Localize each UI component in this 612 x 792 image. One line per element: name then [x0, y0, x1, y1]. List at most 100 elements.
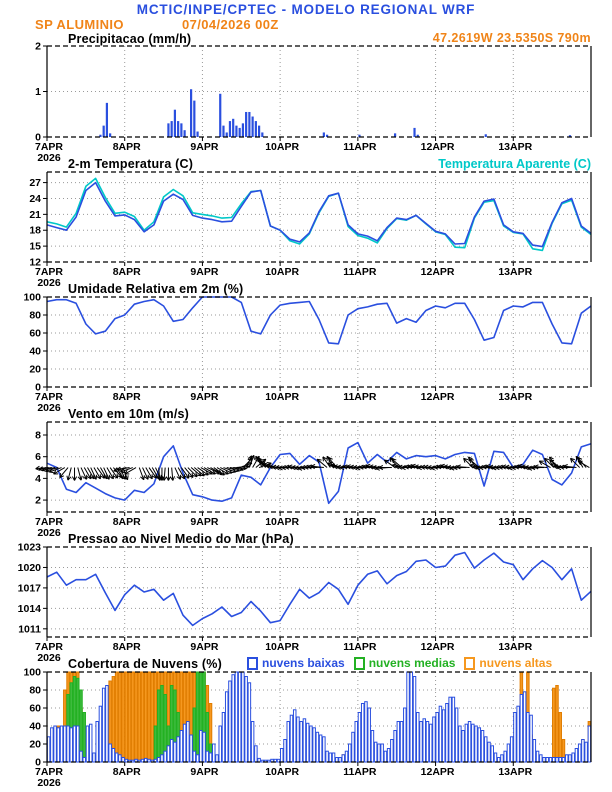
wind-arrow [577, 460, 590, 468]
station-name: SP ALUMINIO [35, 17, 124, 32]
series-line [46, 296, 592, 345]
wind-arrow-head [391, 463, 397, 466]
wind-arrow-head [401, 464, 406, 468]
wind-arrow-head [394, 465, 400, 470]
series-line [46, 181, 592, 248]
wind-arrow [38, 467, 52, 470]
wind-arrow-head [262, 462, 268, 465]
cloud-bar [571, 752, 575, 763]
wind-arrow-head [436, 464, 442, 467]
cloud-bar [539, 754, 543, 763]
wind-arrow-head [349, 466, 354, 470]
wind-arrow-head [362, 464, 368, 467]
cloud-bar [513, 712, 517, 763]
cloud-bar [127, 671, 132, 763]
y-tick-label: 20 [29, 364, 41, 376]
panel-title-temperature: 2-m Temperatura (C) [68, 157, 194, 171]
wind-arrow-head [550, 462, 556, 465]
cloud-bar [412, 676, 417, 763]
precip-bar [393, 133, 397, 137]
cloud-bar [493, 752, 498, 763]
cloud-bar [224, 691, 229, 763]
cloud-bar [564, 754, 569, 763]
wind-arrow-head [294, 467, 299, 471]
wind-arrow-head [553, 465, 558, 470]
wind-arrow-head [527, 467, 533, 471]
cloud-bar [286, 721, 290, 763]
wind-arrow-head [121, 476, 126, 480]
cloud-bar [82, 757, 86, 763]
cloud-bar [432, 716, 436, 763]
wind-arrow-head [411, 465, 416, 469]
cloud-bar [490, 745, 494, 763]
x-tick-label: 13APR [498, 516, 532, 528]
wind-arrow-head [352, 467, 358, 471]
wind-arrow-head [116, 473, 119, 479]
wind-arrow-head [517, 465, 523, 469]
wind-arrow-head [119, 475, 124, 480]
wind-arrow-head [241, 468, 247, 471]
wind-arrow-head [427, 467, 432, 471]
wind-arrow-head [372, 467, 377, 471]
wind-arrow-head [375, 467, 380, 471]
cloud-legend: nuvens baixas nuvens medias nuvens altas [247, 656, 552, 670]
cloud-bar [496, 757, 501, 763]
precip-bar [261, 132, 264, 137]
wind-arrow [207, 467, 220, 474]
precip-bar [232, 118, 235, 137]
wind-arrow-head [144, 476, 149, 480]
x-tick-label: 9APR [190, 641, 218, 653]
cloud-bar [118, 754, 122, 763]
x-tick-label: 13APR [498, 266, 532, 278]
wind-arrow-head [549, 459, 553, 465]
precip-bar [173, 109, 177, 137]
wind-arrow-head [105, 476, 110, 480]
model-title: MCTIC/INPE/CPTEC - MODELO REGIONAL WRF [136, 2, 476, 17]
x-tick-label: 7APR [35, 391, 63, 403]
cloud-bar [416, 712, 420, 763]
wind-arrow [456, 466, 470, 469]
cloud-bar [276, 758, 281, 763]
wind-arrow-head [440, 463, 445, 467]
wind-arrow-head [333, 464, 338, 467]
cloud-bar [305, 722, 310, 763]
cloud-bar [179, 730, 184, 763]
cloud-bar [373, 741, 378, 763]
wind-arrow-head [349, 464, 354, 468]
wind-arrow-head [453, 464, 458, 468]
cloud-bar [309, 725, 313, 763]
cloud-bar [76, 725, 80, 763]
wind-arrow [210, 467, 223, 475]
precip-bar [484, 134, 487, 137]
wind-arrow-head [281, 464, 286, 468]
wind-arrow-head [120, 471, 126, 474]
cloud-bar [124, 671, 129, 763]
cloud-bar [140, 758, 145, 763]
wind-arrow-head [191, 472, 194, 478]
wind-arrow-head [203, 473, 209, 476]
wind-arrow-head [463, 458, 466, 463]
cloud-bar [121, 757, 125, 763]
wind-arrow-head [524, 467, 529, 471]
x-tick-label: 8APR [113, 141, 141, 153]
cloud-bar [82, 712, 86, 763]
cloud-bar [406, 671, 410, 763]
series-line [46, 551, 592, 627]
wind-arrow-head [423, 464, 429, 468]
y-tick-label: 40 [29, 346, 41, 358]
wind-arrow-head [420, 466, 426, 470]
wind-arrow-head [307, 464, 312, 468]
x-tick-label: 7APR [35, 266, 63, 278]
y-tick-label: 6 [35, 451, 41, 463]
wind-arrow-head [556, 467, 562, 471]
precip-bar [105, 102, 109, 137]
wind-arrow-head [120, 468, 124, 473]
cloud-bar [335, 757, 339, 763]
cloud-bar [480, 730, 485, 763]
wind-arrow-head [322, 456, 328, 460]
wind-arrow-head [365, 465, 370, 469]
precip-bar [416, 134, 419, 137]
wind-arrow [194, 467, 205, 477]
wind-arrow-head [202, 471, 205, 477]
